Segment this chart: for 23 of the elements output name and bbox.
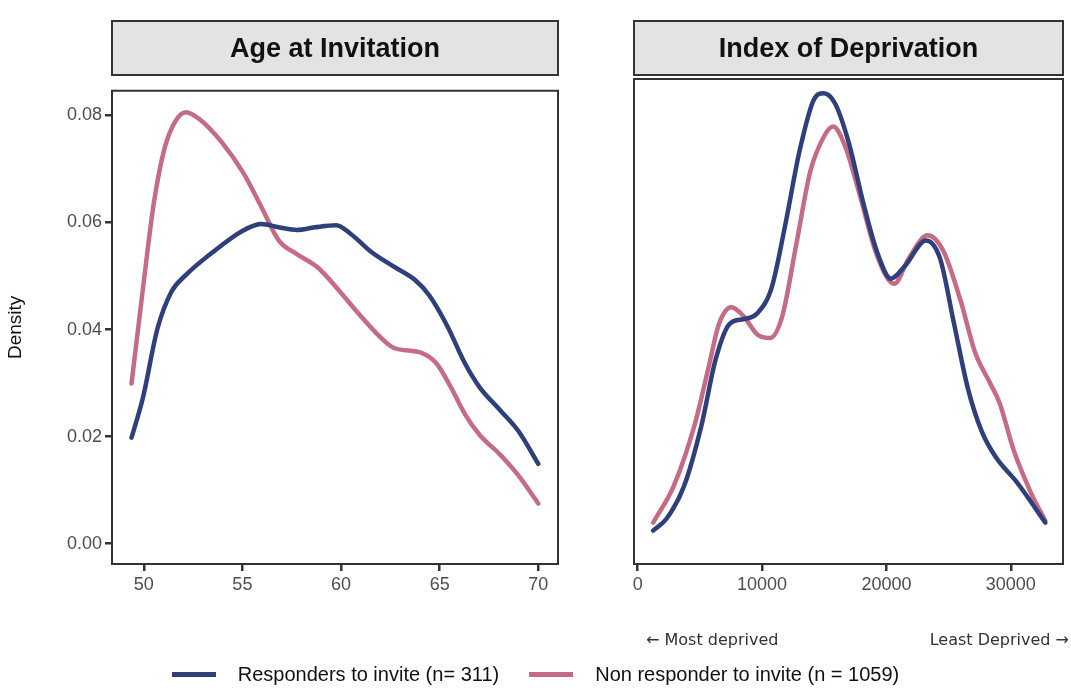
y-tick-label: 0.06: [66, 211, 102, 232]
chart-title: Age at Invitation: [111, 20, 559, 76]
y-tick-label: 0.08: [66, 104, 102, 125]
x-tick-label: 20000: [861, 573, 912, 594]
x-tick-label: 30000: [985, 573, 1036, 594]
x-tick-label: 55: [232, 573, 253, 594]
y-axis-title: Density: [3, 295, 25, 360]
x-tick-label: 65: [429, 573, 450, 594]
chart-title: Index of Deprivation: [633, 20, 1064, 76]
x-tick-label: 60: [331, 573, 352, 594]
line-series: [129, 109, 541, 506]
text: Least Deprived →: [929, 630, 1069, 649]
x-tick-label: 10000: [737, 573, 788, 594]
legend-label: Non responder to invite (n = 1059): [595, 663, 900, 686]
x-tick-label: 0: [632, 573, 643, 594]
text: ← Most deprived: [646, 630, 779, 649]
y-tick-label: 0.04: [66, 318, 102, 339]
line-series: [129, 221, 541, 467]
y-tick-label: 0.00: [66, 532, 102, 553]
x-tick-label: 50: [133, 573, 154, 594]
x-tick-label: 70: [528, 573, 549, 594]
y-tick-label: 0.02: [66, 425, 102, 446]
legend-label: Responders to invite (n= 311): [237, 663, 500, 686]
